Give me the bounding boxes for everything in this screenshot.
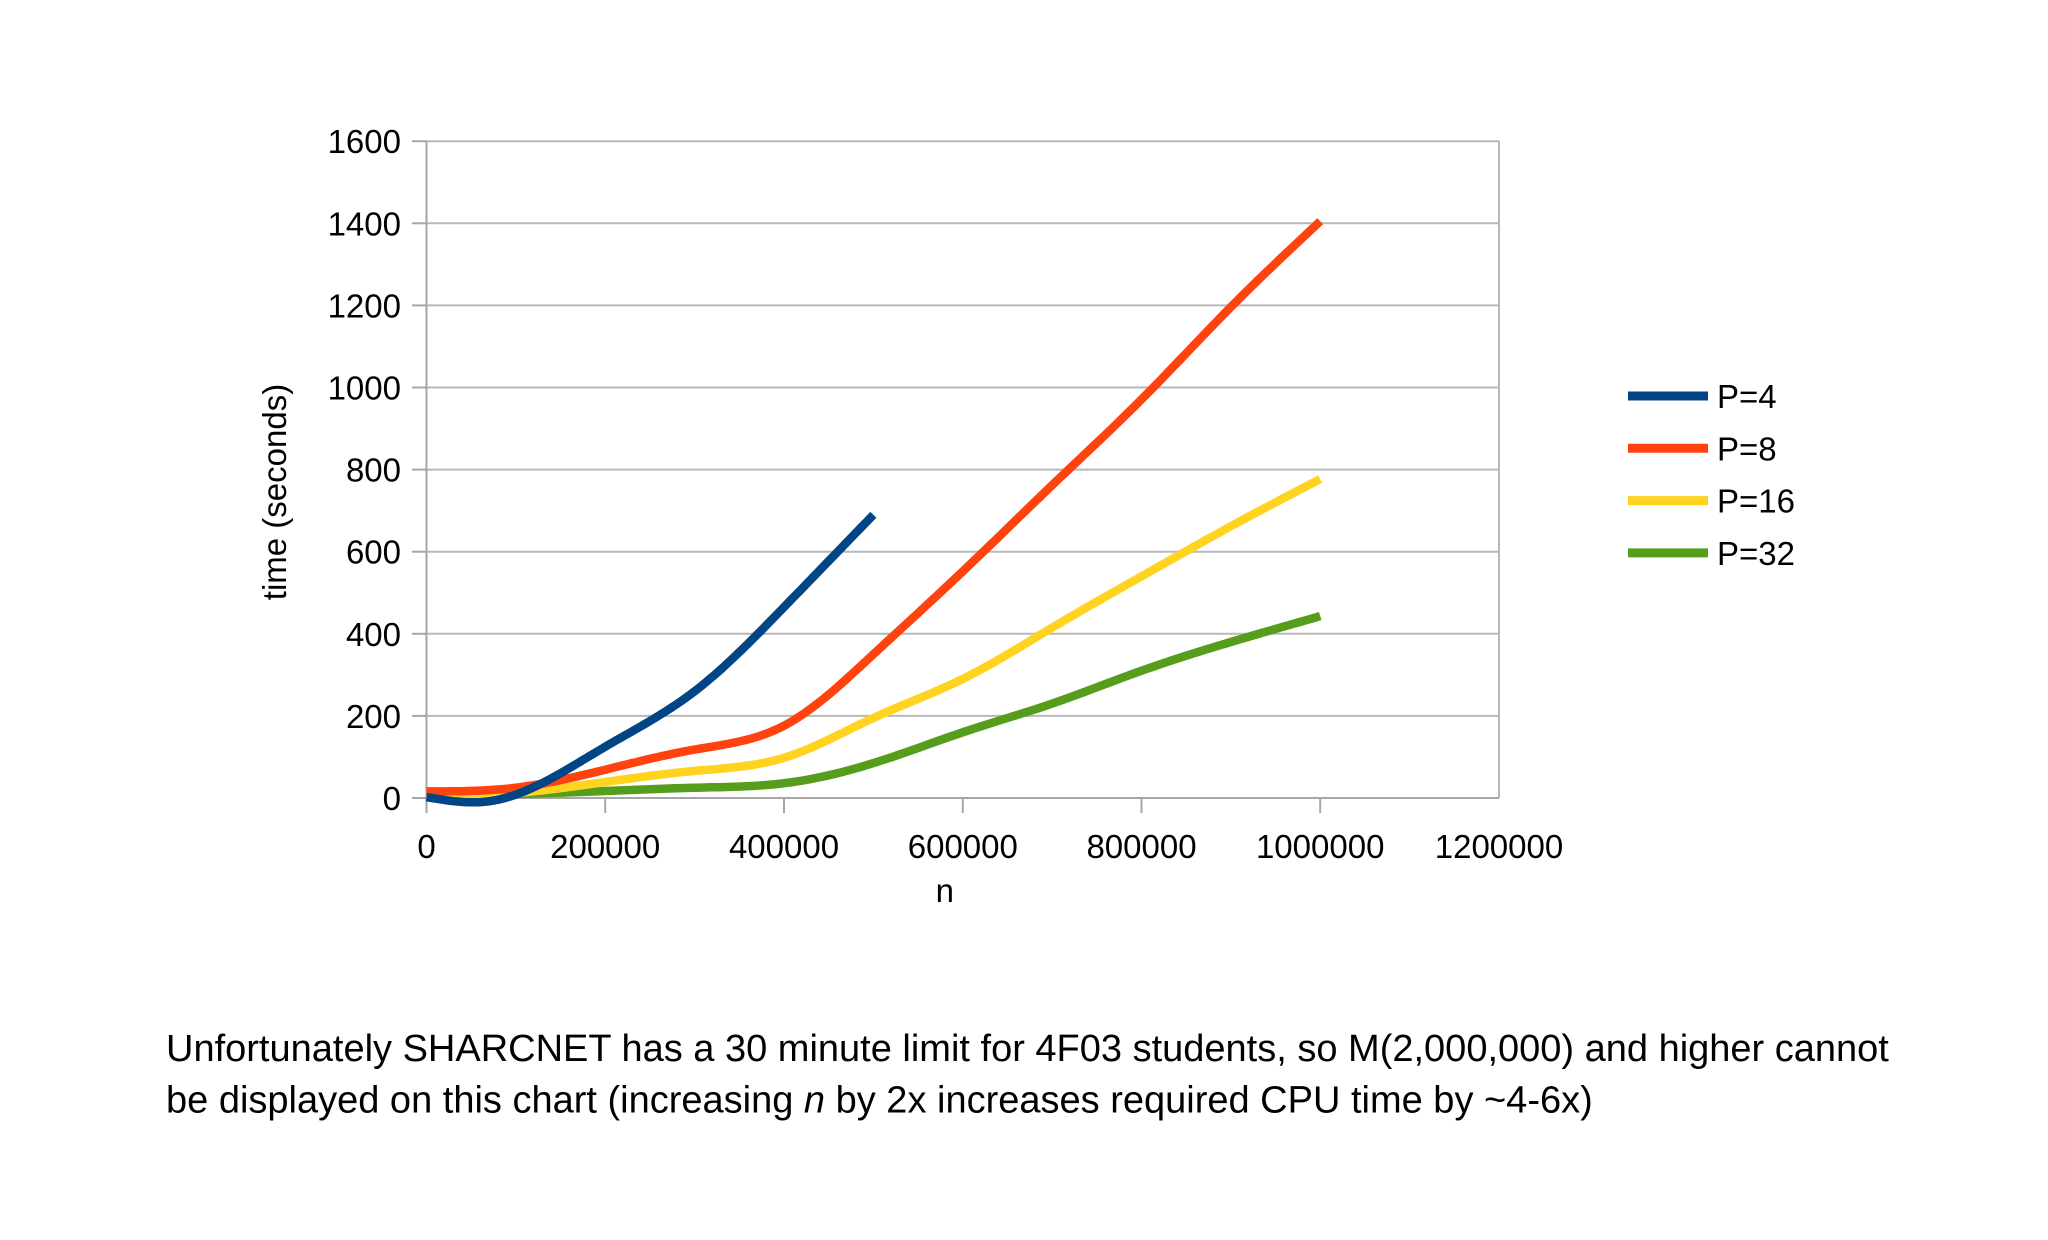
svg-text:400: 400 — [346, 616, 401, 653]
svg-text:1600: 1600 — [328, 123, 401, 160]
svg-text:P=4: P=4 — [1717, 378, 1777, 415]
svg-text:1200: 1200 — [328, 287, 401, 324]
svg-text:n: n — [936, 872, 954, 909]
svg-text:600: 600 — [346, 534, 401, 571]
svg-text:P=8: P=8 — [1717, 430, 1777, 467]
svg-text:0: 0 — [383, 780, 401, 817]
svg-text:Unfortunately SHARCNET has a 3: Unfortunately SHARCNET has a 30 minute l… — [166, 1028, 1889, 1070]
svg-text:800000: 800000 — [1086, 828, 1196, 865]
svg-text:P=16: P=16 — [1717, 483, 1795, 520]
svg-text:400000: 400000 — [729, 828, 839, 865]
svg-text:1000000: 1000000 — [1256, 828, 1384, 865]
svg-text:1000: 1000 — [328, 370, 401, 407]
svg-text:1400: 1400 — [328, 205, 401, 242]
svg-text:800: 800 — [346, 452, 401, 489]
svg-text:200: 200 — [346, 698, 401, 735]
svg-text:be displayed on this chart (in: be displayed on this chart (increasing n… — [166, 1080, 1593, 1122]
svg-text:600000: 600000 — [908, 828, 1018, 865]
svg-text:0: 0 — [417, 828, 435, 865]
svg-text:1200000: 1200000 — [1435, 828, 1563, 865]
svg-text:P=32: P=32 — [1717, 535, 1795, 572]
svg-text:time (seconds): time (seconds) — [256, 384, 293, 600]
svg-text:200000: 200000 — [550, 828, 660, 865]
